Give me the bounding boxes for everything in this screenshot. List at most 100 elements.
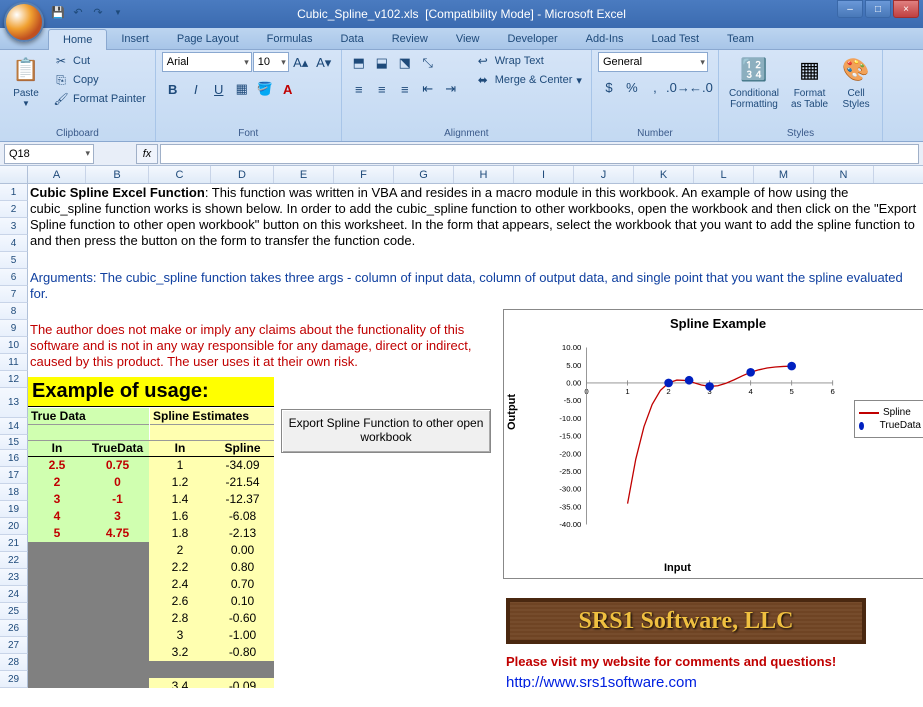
orientation-icon[interactable]: ⤡ xyxy=(417,52,439,74)
conditional-formatting-button[interactable]: 🔢Conditional Formatting xyxy=(725,52,783,112)
comma-icon[interactable]: , xyxy=(644,76,666,98)
font-color-button[interactable]: A xyxy=(277,78,299,100)
row-header-8[interactable]: 8 xyxy=(0,303,28,320)
tab-home[interactable]: Home xyxy=(48,29,107,50)
tab-data[interactable]: Data xyxy=(326,29,377,49)
tab-load-test[interactable]: Load Test xyxy=(638,29,714,49)
tab-developer[interactable]: Developer xyxy=(493,29,571,49)
col-header-G[interactable]: G xyxy=(394,166,454,183)
align-middle-icon[interactable]: ⬓ xyxy=(371,52,393,74)
format-painter-button[interactable]: 🖌Format Painter xyxy=(50,90,149,108)
row-header-15[interactable]: 15 xyxy=(0,435,28,450)
office-button[interactable] xyxy=(4,2,44,42)
row-header-1[interactable]: 1 xyxy=(0,184,28,201)
col-header-B[interactable]: B xyxy=(86,166,149,183)
row-header-22[interactable]: 22 xyxy=(0,552,28,569)
col-header-M[interactable]: M xyxy=(754,166,814,183)
tab-formulas[interactable]: Formulas xyxy=(253,29,327,49)
select-all-corner[interactable] xyxy=(0,166,28,183)
row-header-19[interactable]: 19 xyxy=(0,501,28,518)
row-header-29[interactable]: 29 xyxy=(0,671,28,688)
col-header-L[interactable]: L xyxy=(694,166,754,183)
qat-dropdown-icon[interactable]: ▼ xyxy=(110,4,126,20)
chart-spline-example[interactable]: Spline Example Output Input 10.005.000.0… xyxy=(503,309,923,579)
maximize-button[interactable]: □ xyxy=(865,0,891,18)
col-header-C[interactable]: C xyxy=(149,166,211,183)
row-header-7[interactable]: 7 xyxy=(0,286,28,303)
row-header-16[interactable]: 16 xyxy=(0,450,28,467)
tab-view[interactable]: View xyxy=(442,29,494,49)
save-icon[interactable]: 💾 xyxy=(50,4,66,20)
underline-button[interactable]: U xyxy=(208,78,230,100)
row-header-27[interactable]: 27 xyxy=(0,637,28,654)
font-name-combo[interactable]: Arial xyxy=(162,52,252,72)
copy-button[interactable]: ⎘Copy xyxy=(50,71,149,89)
minimize-button[interactable]: – xyxy=(837,0,863,18)
merge-center-button[interactable]: ⬌Merge & Center ▾ xyxy=(472,71,585,89)
row-header-10[interactable]: 10 xyxy=(0,337,28,354)
close-button[interactable]: × xyxy=(893,0,919,18)
row-header-6[interactable]: 6 xyxy=(0,269,28,286)
format-as-table-button[interactable]: ▦Format as Table xyxy=(787,52,832,112)
row-header-2[interactable]: 2 xyxy=(0,201,28,218)
row-header-24[interactable]: 24 xyxy=(0,586,28,603)
tab-team[interactable]: Team xyxy=(713,29,768,49)
italic-button[interactable]: I xyxy=(185,78,207,100)
row-header-4[interactable]: 4 xyxy=(0,235,28,252)
col-header-E[interactable]: E xyxy=(274,166,334,183)
worksheet[interactable]: ABCDEFGHIJKLMN 1234567891011121314151617… xyxy=(0,166,923,688)
row-header-5[interactable]: 5 xyxy=(0,252,28,269)
col-header-J[interactable]: J xyxy=(574,166,634,183)
border-button[interactable]: ▦ xyxy=(231,78,253,100)
percent-icon[interactable]: % xyxy=(621,76,643,98)
tab-add-ins[interactable]: Add-Ins xyxy=(572,29,638,49)
row-header-13[interactable]: 13 xyxy=(0,388,28,418)
row-header-21[interactable]: 21 xyxy=(0,535,28,552)
cell-styles-button[interactable]: 🎨Cell Styles xyxy=(836,52,876,112)
formula-input[interactable] xyxy=(160,144,919,164)
export-spline-button[interactable]: Export Spline Function to other open wor… xyxy=(281,409,491,453)
paste-button[interactable]: 📋 Paste ▼ xyxy=(6,52,46,110)
row-header-14[interactable]: 14 xyxy=(0,418,28,435)
bold-button[interactable]: B xyxy=(162,78,184,100)
font-size-combo[interactable]: 10 xyxy=(253,52,289,72)
align-top-icon[interactable]: ⬒ xyxy=(348,52,370,74)
decrease-decimal-icon[interactable]: ←.0 xyxy=(690,76,712,98)
fx-button[interactable]: fx xyxy=(136,144,158,164)
align-left-icon[interactable]: ≡ xyxy=(348,78,370,100)
col-header-I[interactable]: I xyxy=(514,166,574,183)
website-link[interactable]: http://www.srs1software.com xyxy=(506,674,697,688)
row-header-18[interactable]: 18 xyxy=(0,484,28,501)
row-header-11[interactable]: 11 xyxy=(0,354,28,371)
decrease-font-icon[interactable]: A▾ xyxy=(313,52,335,74)
tab-insert[interactable]: Insert xyxy=(107,29,163,49)
row-header-12[interactable]: 12 xyxy=(0,371,28,388)
number-format-combo[interactable]: General xyxy=(598,52,708,72)
row-header-28[interactable]: 28 xyxy=(0,654,28,671)
cells-area[interactable]: Cubic Spline Excel Function: This functi… xyxy=(28,184,923,688)
col-header-D[interactable]: D xyxy=(211,166,274,183)
cut-button[interactable]: ✂Cut xyxy=(50,52,149,70)
increase-decimal-icon[interactable]: .0→ xyxy=(667,76,689,98)
decrease-indent-icon[interactable]: ⇤ xyxy=(417,78,439,100)
col-header-N[interactable]: N xyxy=(814,166,874,183)
row-header-3[interactable]: 3 xyxy=(0,218,28,235)
undo-icon[interactable]: ↶ xyxy=(70,4,86,20)
row-header-23[interactable]: 23 xyxy=(0,569,28,586)
tab-page-layout[interactable]: Page Layout xyxy=(163,29,253,49)
align-bottom-icon[interactable]: ⬔ xyxy=(394,52,416,74)
col-header-F[interactable]: F xyxy=(334,166,394,183)
align-center-icon[interactable]: ≡ xyxy=(371,78,393,100)
increase-indent-icon[interactable]: ⇥ xyxy=(440,78,462,100)
wrap-text-button[interactable]: ↩Wrap Text xyxy=(472,52,585,70)
row-header-9[interactable]: 9 xyxy=(0,320,28,337)
currency-icon[interactable]: $ xyxy=(598,76,620,98)
row-header-17[interactable]: 17 xyxy=(0,467,28,484)
row-header-26[interactable]: 26 xyxy=(0,620,28,637)
col-header-K[interactable]: K xyxy=(634,166,694,183)
name-box[interactable]: Q18 xyxy=(4,144,94,164)
tab-review[interactable]: Review xyxy=(378,29,442,49)
redo-icon[interactable]: ↷ xyxy=(90,4,106,20)
col-header-H[interactable]: H xyxy=(454,166,514,183)
align-right-icon[interactable]: ≡ xyxy=(394,78,416,100)
